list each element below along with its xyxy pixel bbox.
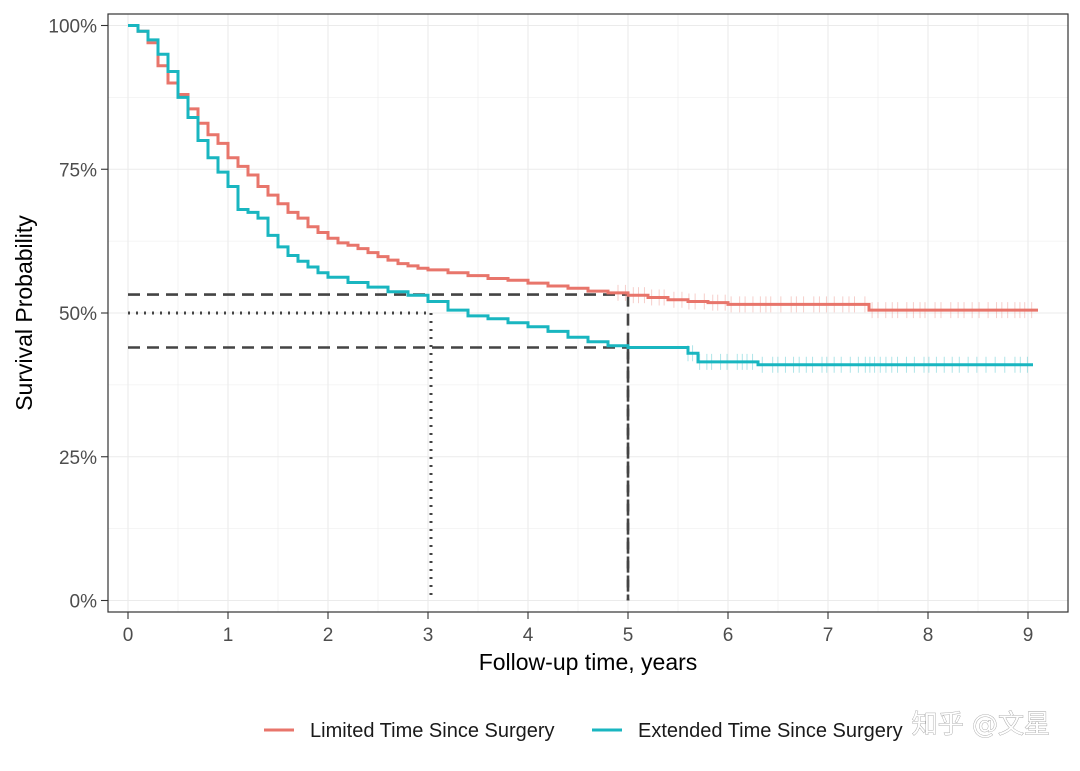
survival-curves (128, 24, 1038, 373)
series-limited (128, 24, 1038, 319)
x-tick-label: 3 (423, 625, 434, 646)
x-tick-label: 7 (823, 625, 834, 646)
x-tick-label: 6 (723, 625, 734, 646)
x-tick-label: 2 (323, 625, 334, 646)
y-tick-label: 75% (59, 160, 97, 181)
legend: Limited Time Since Surgery Extended Time… (264, 720, 903, 742)
watermark: 知乎 @文星 (912, 710, 1050, 740)
x-tick-label: 1 (223, 625, 234, 646)
survival-curve (128, 24, 1033, 367)
legend-label-limited: Limited Time Since Surgery (310, 720, 555, 742)
series-extended (128, 24, 1033, 373)
y-tick-label: 50% (59, 304, 97, 325)
y-tick-label: 100% (48, 17, 97, 38)
reference-lines (128, 293, 630, 601)
y-axis: 0% 25% 50% 75% 100% (48, 17, 108, 613)
x-tick-label: 9 (1023, 625, 1034, 646)
x-tick-label: 5 (623, 625, 634, 646)
y-tick-label: 0% (70, 592, 98, 613)
y-axis-title: Survival Probability (11, 215, 37, 411)
x-tick-label: 0 (123, 625, 134, 646)
x-tick-label: 8 (923, 625, 934, 646)
legend-label-extended: Extended Time Since Surgery (638, 720, 903, 742)
x-axis-title: Follow-up time, years (479, 649, 698, 675)
survival-curve (128, 24, 1038, 312)
x-axis: 0 1 2 3 4 5 6 7 8 9 (123, 612, 1034, 646)
x-tick-label: 4 (523, 625, 534, 646)
y-tick-label: 25% (59, 448, 97, 469)
